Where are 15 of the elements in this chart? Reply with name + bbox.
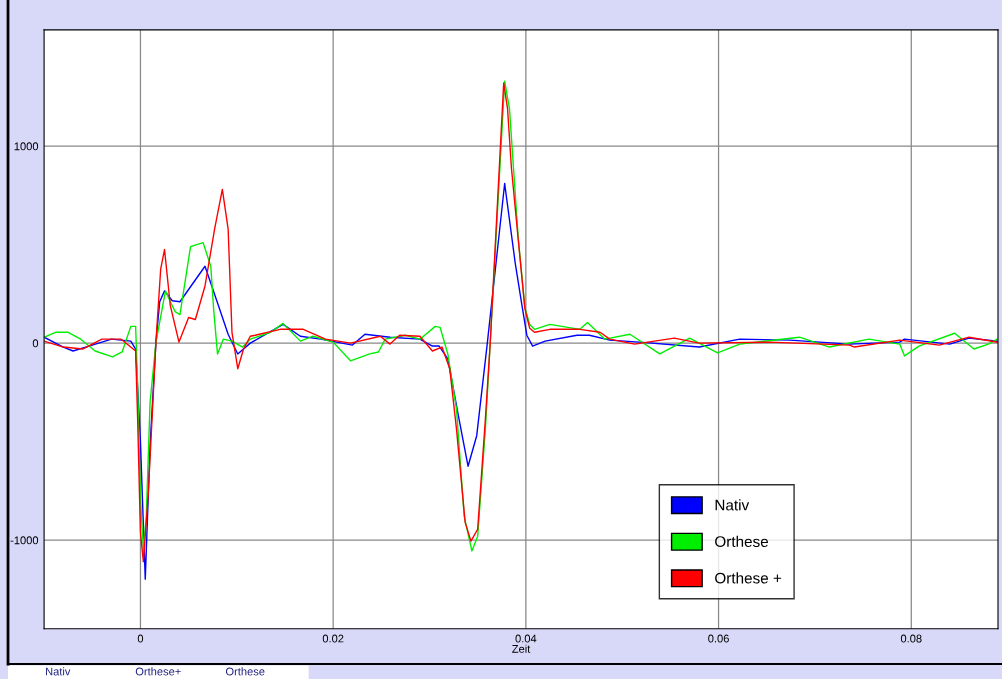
text: Nativ (46, 667, 71, 676)
text: Orthese (225, 667, 265, 676)
legend-label: Nativ (715, 499, 750, 511)
y-tick-label: 1000 (14, 142, 39, 151)
legend-label: Orthese + (715, 572, 782, 584)
x-axis-title: Zeit (512, 644, 531, 653)
x-tick-label: 0.04 (515, 634, 537, 643)
y-tick-label: -1000 (10, 536, 39, 545)
legend-label: Orthese (715, 535, 769, 548)
x-tick-label: 0.02 (322, 634, 344, 643)
x-tick-label: 0.06 (708, 634, 729, 643)
y-tick-label: 0 (32, 339, 39, 348)
x-tick-label: 0 (137, 634, 144, 643)
x-tick-label: 0.08 (900, 634, 922, 643)
text: Orthese+ (135, 667, 181, 676)
